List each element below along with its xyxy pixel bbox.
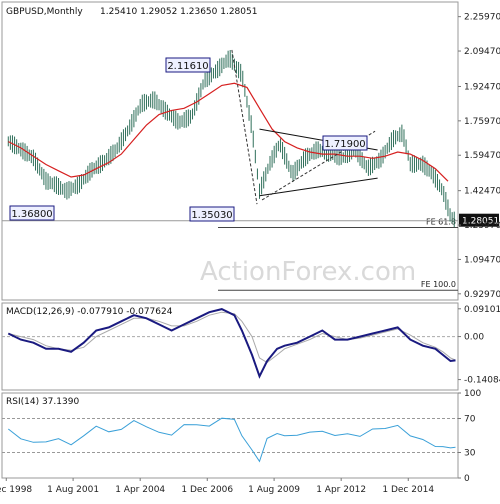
x-tick-label: 1 Apr 2012	[316, 485, 366, 495]
rsi-line	[7, 417, 456, 463]
macd-tick-label: -0.140843	[464, 376, 500, 386]
price-callout-label: 1.71900	[324, 139, 365, 150]
rsi-tick-label: 30	[464, 449, 476, 459]
price-tick-label: 2.09470	[464, 47, 500, 57]
price-tick-label: 1.09470	[464, 255, 500, 265]
x-tick-label: 1 Dec 2014	[382, 485, 434, 495]
rsi-tick-label: 70	[464, 415, 476, 425]
price-callout-label: 1.36800	[11, 209, 52, 220]
macd-signal-line	[8, 311, 456, 364]
price-callout-box	[165, 57, 211, 73]
price-tick-label: 2.25970	[464, 13, 500, 23]
price-callout-box	[322, 135, 368, 151]
fibonacci-label: FE 100.0	[421, 280, 456, 289]
price-callout-label: 1.35030	[191, 210, 232, 221]
wave-line	[231, 49, 258, 205]
price-tick-label: 1.75970	[464, 117, 500, 127]
macd-title: MACD(12,26,9) -0.077910 -0.077624	[6, 307, 173, 317]
lower-trendline	[259, 177, 378, 197]
price-tick-label: 1.42470	[464, 187, 500, 197]
rsi-title: RSI(14) 37.1390	[6, 397, 79, 407]
moving-average-line	[8, 82, 449, 182]
x-tick-label: 1 Aug 2001	[47, 485, 99, 495]
price-tick-label: 1.25970	[464, 221, 500, 231]
macd-panel-frame	[1, 302, 459, 391]
macd-tick-label: 0.091015	[464, 305, 500, 315]
price-panel-frame	[1, 1, 459, 301]
rsi-tick-label: 100	[464, 389, 481, 399]
price-callout-box	[9, 205, 55, 221]
rsi-tick-label: 0	[464, 474, 470, 484]
macd-line	[7, 308, 456, 379]
x-tick-label: 1 Aug 2009	[248, 485, 300, 495]
ohlc-header: 1.25410 1.29052 1.23650 1.28051	[100, 7, 257, 17]
last-price-label: 1.28051	[462, 217, 499, 227]
price-tick-label: 0.92970	[464, 290, 500, 300]
x-tick-label: 1 Dec 1998	[0, 485, 32, 495]
price-callout-label: 2.11610	[167, 61, 208, 72]
watermark-text: ActionForex.com	[200, 257, 416, 287]
price-callout-box	[189, 206, 235, 222]
price-tick-label: 1.59470	[464, 151, 500, 161]
chart-title: GBPUSD,Monthly	[6, 7, 83, 17]
x-tick-label: 1 Dec 2006	[181, 485, 233, 495]
price-tick-label: 1.92470	[464, 82, 500, 92]
macd-tick-label: 0.00	[464, 333, 484, 343]
rsi-panel-frame	[1, 392, 459, 479]
x-tick-label: 1 Apr 2004	[115, 485, 165, 495]
last-price-box	[459, 213, 499, 227]
fibonacci-label: FE 61.8	[426, 217, 456, 226]
